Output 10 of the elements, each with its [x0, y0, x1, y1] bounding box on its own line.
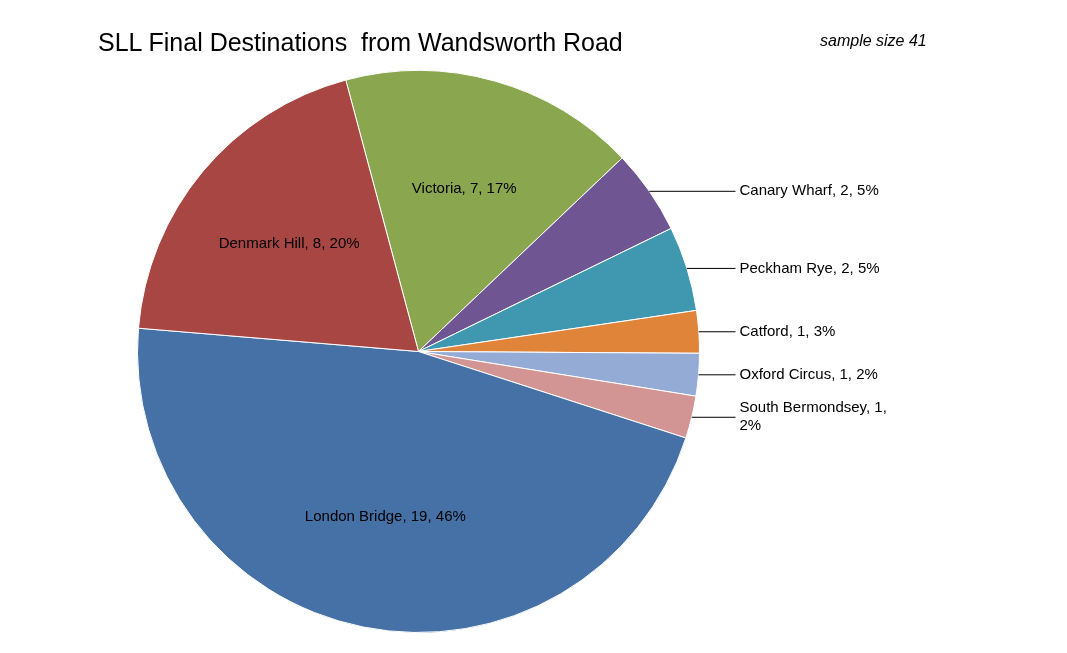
slice-label: Peckham Rye, 2, 5% [739, 258, 880, 276]
slice-label: London Bridge, 19, 46% [304, 506, 466, 524]
text: sample size 41 [820, 32, 927, 50]
chart-title: SLL Final Destinations from Wandsworth Road [98, 28, 623, 57]
slice-label: Oxford Circus, 1, 2% [739, 364, 878, 382]
slice-label: Catford, 1, 3% [739, 321, 836, 339]
slice-label: Denmark Hill, 8, 20% [218, 233, 360, 251]
slice-label: South Bermondsey, 1, 2% [739, 398, 887, 434]
slice-label: Victoria, 7, 17% [411, 179, 517, 197]
slice-label: Canary Wharf, 2, 5% [739, 181, 879, 199]
